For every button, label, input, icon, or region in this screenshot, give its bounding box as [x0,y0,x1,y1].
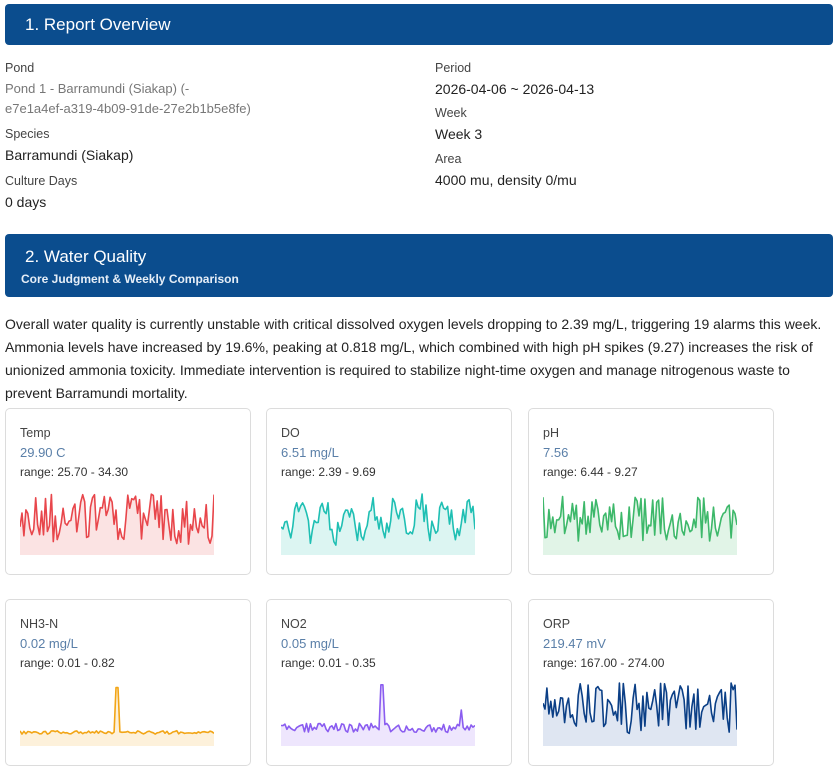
sparkline-line [20,493,214,545]
species-field: Species Barramundi (Siakap) [5,127,133,165]
sparkline-do [281,493,475,555]
pond-value-line1: Pond 1 - Barramundi (Siakap) (- [5,81,190,96]
metric-range: range: 0.01 - 0.35 [281,656,376,670]
period-value: 2026-04-06 ~ 2026-04-13 [435,81,595,97]
metric-name: NO2 [281,617,307,631]
sparkline-line [20,686,214,735]
sparkline-line [543,495,737,542]
sparkline-area [281,684,475,746]
pond-label: Pond [5,61,35,75]
metric-value: 7.56 [543,445,569,460]
area-label: Area [435,152,462,166]
period-field: Period 2026-04-06 ~ 2026-04-13 [435,61,594,99]
sparkline-ph [543,495,737,555]
water-quality-header: 2. Water Quality Core Judgment & Weekly … [5,234,833,297]
sparkline-no2 [281,684,475,746]
sparkline-area [20,494,214,555]
metric-name: ORP [543,617,571,631]
pond-value: Pond 1 - Barramundi (Siakap) (- e7e1a4ef… [5,79,251,119]
metric-range: range: 25.70 - 34.30 [20,465,129,479]
metric-card-nh3n: NH3-N 0.02 mg/L range: 0.01 - 0.82 [5,599,251,766]
sparkline-line [281,493,475,546]
metric-card-temp: Temp 29.90 C range: 25.70 - 34.30 [5,408,251,575]
metric-name: DO [281,426,300,440]
report-overview-title: 1. Report Overview [25,15,171,34]
report-overview-header: 1. Report Overview [5,4,833,45]
culture-days-field: Culture Days 0 days [5,174,77,212]
metric-value: 29.90 C [20,445,66,460]
pond-field: Pond Pond 1 - Barramundi (Siakap) (- e7e… [5,61,251,119]
culture-days-label: Culture Days [5,174,78,188]
metric-range: range: 0.01 - 0.82 [20,656,115,670]
culture-days-value: 0 days [5,194,47,210]
water-quality-summary: Overall water quality is currently unsta… [5,316,822,401]
sparkline-temp [20,493,214,555]
sparkline-area [20,687,214,746]
sparkline-nh3n [20,686,214,746]
metric-name: Temp [20,426,51,440]
sparkline-line [543,682,737,735]
sparkline-line [281,684,475,734]
week-field: Week Week 3 [435,106,482,144]
week-label: Week [435,106,467,120]
area-field: Area 4000 mu, density 0/mu [435,152,577,190]
metric-value: 6.51 mg/L [281,445,339,460]
metric-name: NH3-N [20,617,59,631]
metric-card-orp: ORP 219.47 mV range: 167.00 - 274.00 [528,599,774,766]
metric-value: 219.47 mV [543,636,606,651]
water-quality-subtitle: Core Judgment & Weekly Comparison [21,272,239,286]
species-value: Barramundi (Siakap) [5,147,134,163]
metric-range: range: 167.00 - 274.00 [543,656,665,670]
metric-card-do: DO 6.51 mg/L range: 2.39 - 9.69 [266,408,512,575]
area-value: 4000 mu, density 0/mu [435,172,577,188]
water-quality-title: 2. Water Quality [25,247,147,266]
species-label: Species [5,127,50,141]
sparkline-orp [543,682,737,746]
week-value: Week 3 [435,126,483,142]
metric-value: 0.02 mg/L [20,636,78,651]
metric-card-no2: NO2 0.05 mg/L range: 0.01 - 0.35 [266,599,512,766]
period-label: Period [435,61,472,75]
metric-range: range: 2.39 - 9.69 [281,465,376,479]
metric-name: pH [543,426,559,440]
metric-value: 0.05 mg/L [281,636,339,651]
metric-range: range: 6.44 - 9.27 [543,465,638,479]
pond-value-line2: e7e1a4ef-a319-4b09-91de-27e2b1b5e8fe) [5,101,251,116]
metric-card-ph: pH 7.56 range: 6.44 - 9.27 [528,408,774,575]
